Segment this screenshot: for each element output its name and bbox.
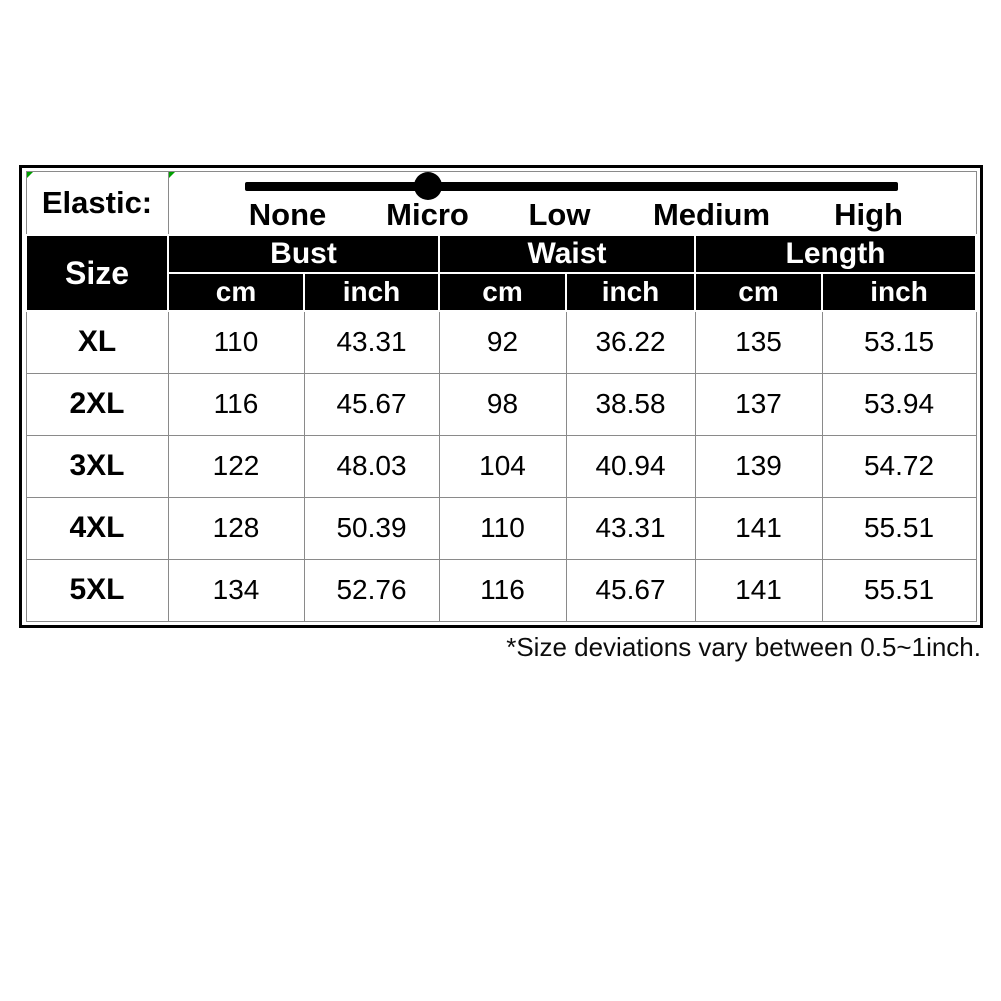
waist-cm-value: 104 <box>438 434 567 498</box>
bust-cm-value: 128 <box>167 496 305 560</box>
length-inch-value: 53.15 <box>821 310 977 374</box>
size-deviation-note: *Size deviations vary between 0.5~1inch. <box>506 632 981 662</box>
waist-inch-value: 40.94 <box>565 434 696 498</box>
length-cm-value: 135 <box>694 310 823 374</box>
waist-cm-value: 92 <box>438 310 567 374</box>
elastic-slider-cell: None Micro Low Medium High <box>167 171 977 236</box>
length-inch-value: 55.51 <box>821 558 977 622</box>
elastic-label-cell: Elastic: <box>25 171 169 236</box>
elastic-slider-track[interactable] <box>244 182 898 191</box>
length-inch-header: inch <box>820 272 978 312</box>
bust-inch-value: 45.67 <box>303 372 440 436</box>
length-cm-value: 137 <box>694 372 823 436</box>
waist-cm-value: 110 <box>438 496 567 560</box>
length-group-header: Length <box>693 234 978 274</box>
waist-cm-value: 116 <box>438 558 567 622</box>
length-inch-value: 54.72 <box>821 434 977 498</box>
size-column-header: Size <box>25 234 169 312</box>
size-label: XL <box>25 310 169 374</box>
waist-group-header: Waist <box>438 234 696 274</box>
size-label: 5XL <box>25 558 169 622</box>
length-cm-header: cm <box>694 272 823 312</box>
bust-cm-header: cm <box>167 272 305 312</box>
bust-cm-value: 116 <box>167 372 305 436</box>
length-inch-value: 55.51 <box>821 496 977 560</box>
cell-flag-triangle-icon <box>27 172 33 178</box>
bust-inch-value: 50.39 <box>303 496 440 560</box>
cell-flag-triangle-icon <box>169 172 175 178</box>
waist-inch-value: 45.67 <box>565 558 696 622</box>
table-row: 2XL 116 45.67 98 38.58 137 53.94 <box>25 372 977 436</box>
bust-cm-value: 134 <box>167 558 305 622</box>
size-label: 4XL <box>25 496 169 560</box>
length-cm-value: 141 <box>694 496 823 560</box>
elastic-level-medium: Medium <box>652 197 771 232</box>
bust-group-header: Bust <box>167 234 440 274</box>
bust-cm-value: 110 <box>167 310 305 374</box>
waist-inch-value: 43.31 <box>565 496 696 560</box>
table-row: 5XL 134 52.76 116 45.67 141 55.51 <box>25 558 977 622</box>
waist-inch-header: inch <box>565 272 696 312</box>
size-label: 3XL <box>25 434 169 498</box>
table-row: 4XL 128 50.39 110 43.31 141 55.51 <box>25 496 977 560</box>
elastic-level-low: Low <box>528 197 591 232</box>
size-chart-table: Elastic: None Micro Low Medium High <box>19 165 984 628</box>
elastic-level-micro: Micro <box>386 197 469 232</box>
elastic-slider-thumb[interactable] <box>413 172 442 200</box>
bust-inch-value: 48.03 <box>303 434 440 498</box>
bust-inch-value: 52.76 <box>303 558 440 622</box>
bust-inch-header: inch <box>303 272 440 312</box>
length-inch-value: 53.94 <box>821 372 977 436</box>
table-row: XL 110 43.31 92 36.22 135 53.15 <box>25 310 977 374</box>
bust-cm-value: 122 <box>167 434 305 498</box>
elastic-label: Elastic: <box>41 185 153 220</box>
waist-cm-header: cm <box>438 272 567 312</box>
length-cm-value: 141 <box>694 558 823 622</box>
waist-inch-value: 36.22 <box>565 310 696 374</box>
table-row: 3XL 122 48.03 104 40.94 139 54.72 <box>25 434 977 498</box>
length-cm-value: 139 <box>694 434 823 498</box>
waist-cm-value: 98 <box>438 372 567 436</box>
waist-inch-value: 38.58 <box>565 372 696 436</box>
size-label: 2XL <box>25 372 169 436</box>
elastic-level-high: High <box>834 197 903 232</box>
bust-inch-value: 43.31 <box>303 310 440 374</box>
elastic-level-none: None <box>248 197 327 232</box>
